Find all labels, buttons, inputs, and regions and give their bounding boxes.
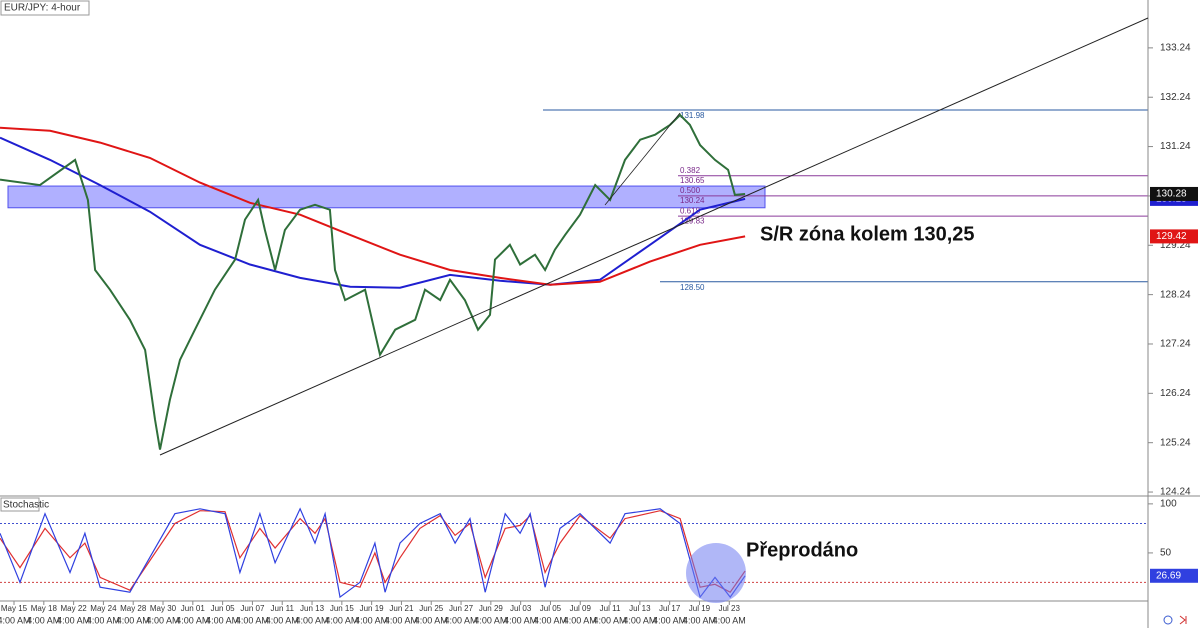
x-sublabel: 4:00 AM bbox=[683, 615, 716, 625]
y-tick-label: 128.24 bbox=[1160, 289, 1191, 300]
toolbar-icons[interactable] bbox=[1163, 615, 1187, 625]
x-sublabel: 4:00 AM bbox=[27, 615, 60, 625]
x-tick-label: Jun 13 bbox=[300, 604, 325, 613]
x-tick-label: Jun 27 bbox=[449, 604, 474, 613]
x-tick-label: Jul 17 bbox=[659, 604, 681, 613]
x-tick-label: Jul 19 bbox=[689, 604, 711, 613]
annotation: Přeprodáno bbox=[746, 539, 858, 561]
x-tick-label: May 24 bbox=[90, 604, 117, 613]
y-tick-label: 132.24 bbox=[1160, 92, 1191, 103]
x-sublabel: 4:00 AM bbox=[355, 615, 388, 625]
fib-anchor-line bbox=[604, 112, 681, 206]
x-tick-label: May 28 bbox=[120, 604, 147, 613]
x-sublabel: 4:00 AM bbox=[236, 615, 269, 625]
y-tick-label: 124.24 bbox=[1160, 487, 1191, 498]
y-tick-label: 127.24 bbox=[1160, 339, 1191, 350]
x-tick-label: Jun 29 bbox=[479, 604, 504, 613]
fib-value: 129.83 bbox=[680, 216, 705, 225]
x-sublabel: 4:00 AM bbox=[445, 615, 478, 625]
x-sublabel: 4:00 AM bbox=[206, 615, 239, 625]
x-tick-label: Jul 23 bbox=[719, 604, 741, 613]
x-sublabel: 4:00 AM bbox=[325, 615, 358, 625]
price-badge bbox=[1150, 186, 1198, 201]
fib-ratio: 0.382 bbox=[680, 166, 701, 175]
icon[interactable] bbox=[1179, 615, 1187, 625]
x-tick-label: Jun 07 bbox=[240, 604, 265, 613]
x-sublabel: 4:00 AM bbox=[57, 615, 90, 625]
series-line bbox=[0, 126, 746, 286]
x-tick-label: Jun 21 bbox=[389, 604, 414, 613]
x-sublabel: 4:00 AM bbox=[504, 615, 537, 625]
price-badge-label: 130.28 bbox=[1156, 189, 1187, 200]
x-tick-label: Jul 11 bbox=[600, 604, 621, 613]
y-tick-label: 129.24 bbox=[1160, 240, 1191, 251]
oversold-circle bbox=[686, 543, 746, 603]
price-badge bbox=[1150, 568, 1198, 583]
x-sublabel: 4:00 AM bbox=[474, 615, 507, 625]
x-sublabel: 4:00 AM bbox=[653, 615, 686, 625]
series-line bbox=[0, 113, 746, 450]
price-badge bbox=[1150, 229, 1198, 244]
chart-title: EUR/JPY: 4-hour bbox=[4, 3, 81, 14]
x-tick-label: Jul 09 bbox=[570, 604, 592, 613]
y-tick-label: 126.24 bbox=[1160, 388, 1191, 399]
x-tick-label: Jun 19 bbox=[360, 604, 385, 613]
price-badge-label: 26.69 bbox=[1156, 570, 1181, 581]
x-sublabel: 4:00 AM bbox=[385, 615, 418, 625]
x-tick-label: Jul 05 bbox=[540, 604, 562, 613]
x-tick-label: Jun 25 bbox=[419, 604, 444, 613]
x-sublabel: 4:00 AM bbox=[713, 615, 746, 625]
x-sublabel: 4:00 AM bbox=[534, 615, 567, 625]
x-sublabel: 4:00 AM bbox=[594, 615, 627, 625]
x-tick-label: Jul 13 bbox=[629, 604, 651, 613]
indicator-title: Stochastic bbox=[3, 500, 49, 511]
y-tick-label: 50 bbox=[1160, 548, 1172, 559]
x-sublabel: 4:00 AM bbox=[176, 615, 209, 625]
x-sublabel: 4:00 AM bbox=[296, 615, 329, 625]
fib-value: 130.65 bbox=[680, 176, 705, 185]
fib-ratio: 0.618 bbox=[680, 206, 701, 215]
title-box bbox=[0, 0, 90, 16]
y-tick-label: 100 bbox=[1160, 499, 1177, 510]
sr-zone bbox=[7, 185, 766, 209]
x-tick-label: May 15 bbox=[1, 604, 28, 613]
x-tick-label: May 30 bbox=[150, 604, 177, 613]
x-tick-label: Jun 11 bbox=[271, 604, 295, 613]
y-tick-label: 125.24 bbox=[1160, 437, 1191, 448]
x-tick-label: Jun 15 bbox=[330, 604, 355, 613]
x-tick-label: Jul 03 bbox=[510, 604, 532, 613]
x-tick-label: May 22 bbox=[60, 604, 87, 613]
y-tick-label: 131.24 bbox=[1160, 141, 1191, 152]
series-line bbox=[0, 136, 746, 289]
annotation: S/R zóna kolem 130,25 bbox=[760, 223, 975, 245]
x-tick-label: May 18 bbox=[31, 604, 58, 613]
x-tick-label: Jun 05 bbox=[211, 604, 236, 613]
icon[interactable] bbox=[1163, 615, 1173, 625]
background-layer bbox=[0, 109, 1148, 583]
x-sublabel: 4:00 AM bbox=[623, 615, 656, 625]
x-sublabel: 4:00 AM bbox=[0, 615, 31, 625]
x-sublabel: 4:00 AM bbox=[564, 615, 597, 625]
range-label: 128.50 bbox=[680, 283, 705, 292]
x-sublabel: 4:00 AM bbox=[87, 615, 120, 625]
x-sublabel: 4:00 AM bbox=[415, 615, 448, 625]
x-sublabel: 4:00 AM bbox=[147, 615, 180, 625]
range-label: 131.98 bbox=[680, 111, 705, 120]
fib-value: 130.24 bbox=[680, 196, 705, 205]
indicator-box bbox=[0, 497, 40, 512]
plot-layer: 124.24 125.24 126.24 127.24 128.24 129.24 130.… bbox=[0, 43, 1198, 625]
x-sublabel: 4:00 AM bbox=[117, 615, 150, 625]
x-tick-label: Jun 01 bbox=[181, 604, 206, 613]
x-sublabel: 4:00 AM bbox=[266, 615, 299, 625]
price-badge-label: 129.42 bbox=[1156, 231, 1187, 242]
y-tick-label: 133.24 bbox=[1160, 43, 1191, 54]
trend-line bbox=[159, 17, 1149, 456]
series-line bbox=[0, 507, 746, 599]
fib-ratio: 0.500 bbox=[680, 186, 701, 195]
